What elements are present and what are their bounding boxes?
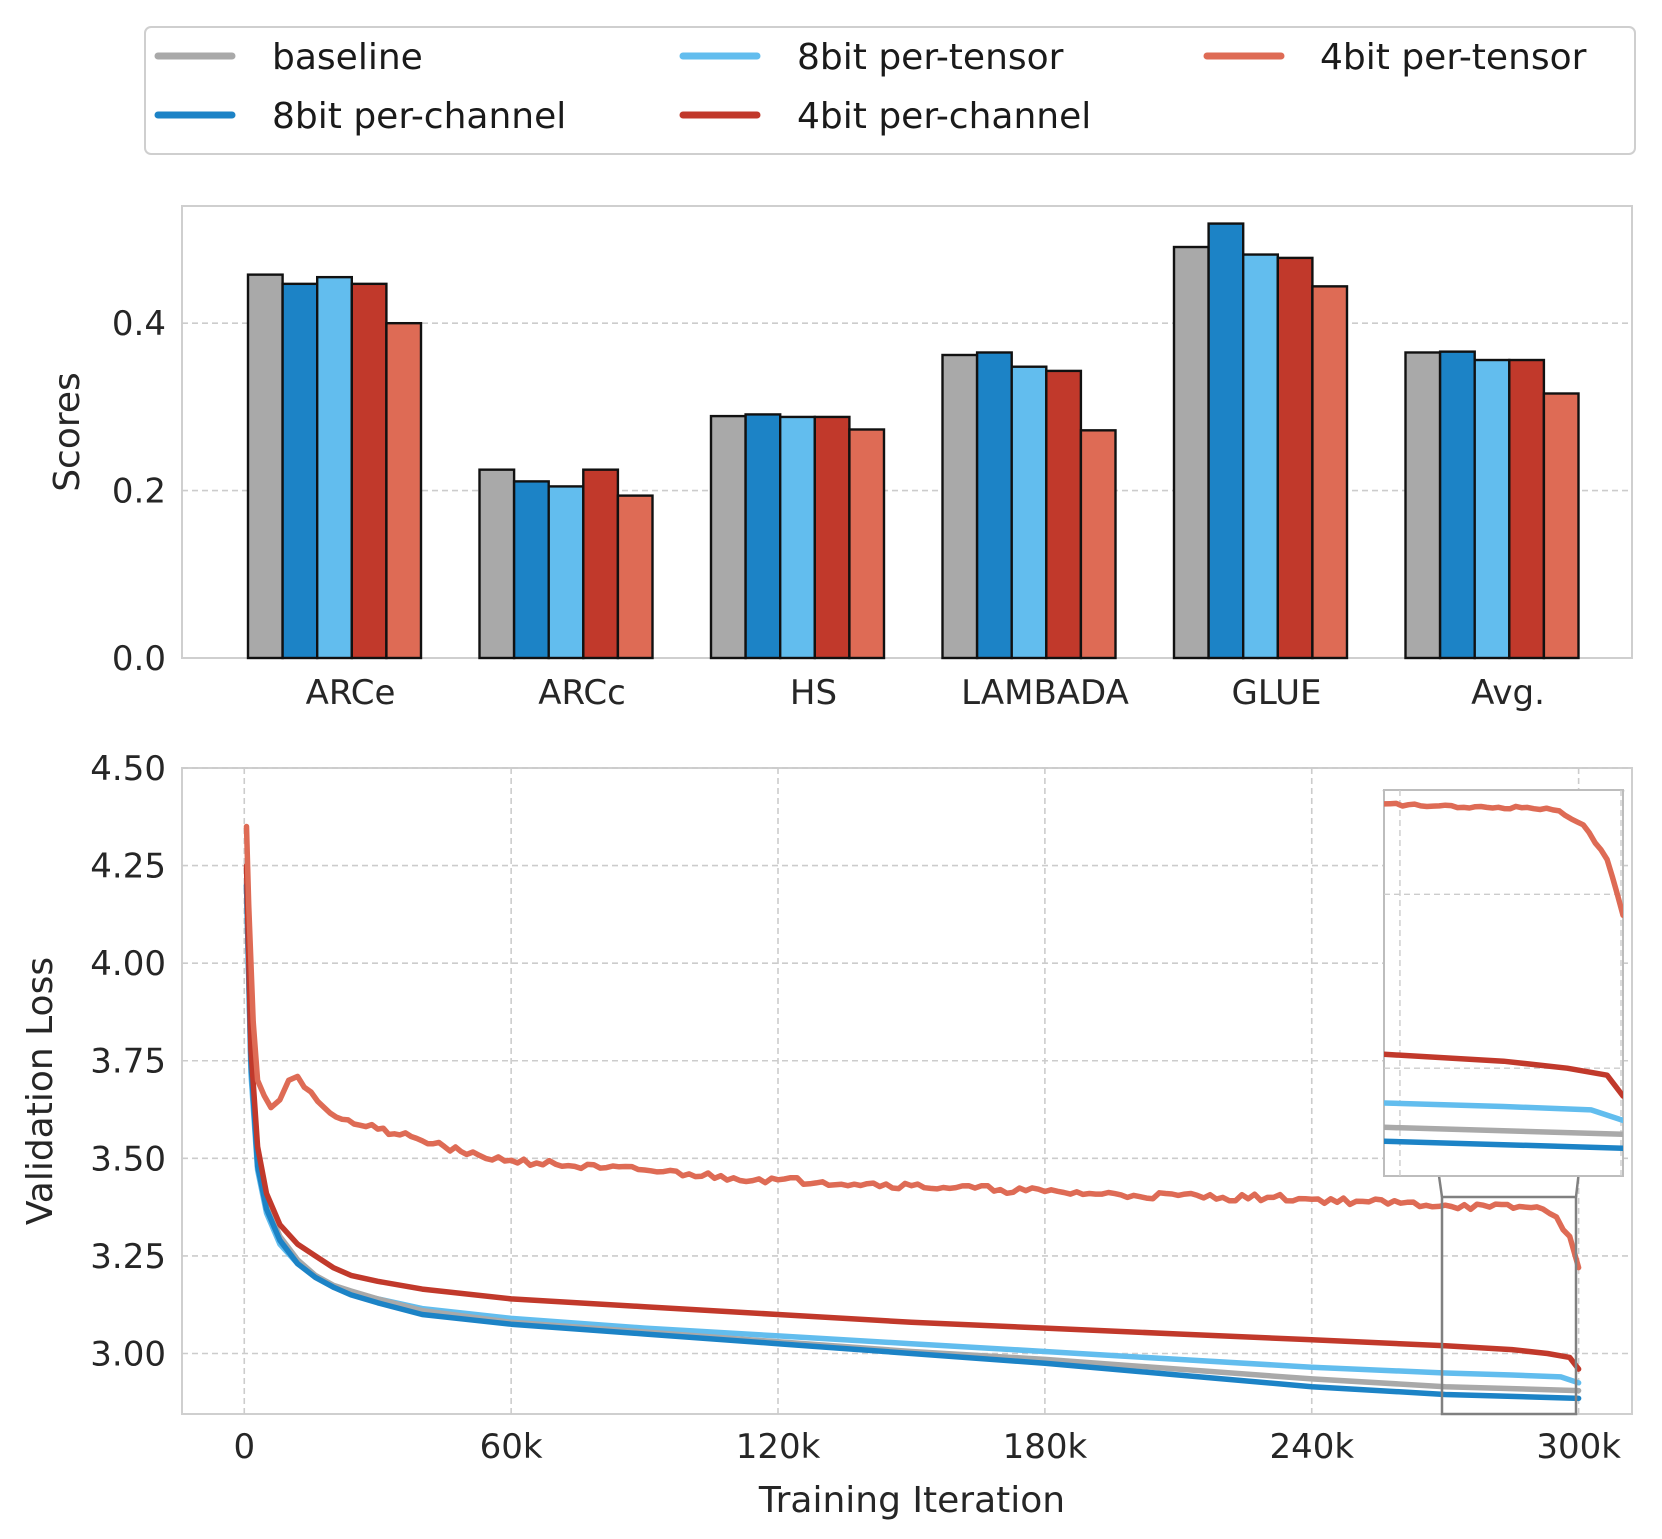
bar-chart-frame bbox=[181, 205, 1633, 659]
bar-xtick-label-hs: HS bbox=[790, 673, 837, 713]
bar-4bit-per-channel-lambada bbox=[1045, 369, 1083, 660]
bar-4bit-per-tensor-glue bbox=[1311, 285, 1349, 660]
bar-8bit-per-tensor-arce bbox=[316, 275, 354, 660]
bar-8bit-per-channel-lambada bbox=[975, 351, 1013, 660]
bar-8bit-per-tensor-glue bbox=[1241, 253, 1279, 660]
bar-8bit-per-channel-avg bbox=[1438, 350, 1476, 660]
bar-baseline-glue bbox=[1172, 245, 1210, 660]
bar-xtick-label-lambada: LAMBADA bbox=[961, 673, 1129, 713]
bar-chart-y-ticks: 0.0 0.2 0.4 bbox=[112, 304, 166, 679]
line-ytick-label: 3.75 bbox=[90, 1042, 166, 1082]
line-series-4bit-per-channel bbox=[243, 862, 1582, 1372]
bar-8bit-per-channel-hs bbox=[744, 413, 782, 660]
line-chart-xlabel: Training Iteration bbox=[758, 1480, 1065, 1521]
line-ytick-label: 4.25 bbox=[90, 847, 166, 887]
bar-chart-bars bbox=[246, 222, 1580, 660]
bar-4bit-per-channel-hs bbox=[813, 415, 851, 660]
inset-gridlines bbox=[1384, 790, 1623, 1176]
bar-xtick-label-arce: ARCe bbox=[306, 673, 396, 713]
legend-label-8bit-per-tensor: 8bit per-tensor bbox=[797, 37, 1064, 78]
bar-chart-x-ticks: ARCe ARCc HS LAMBADA GLUE Avg. bbox=[306, 673, 1545, 713]
line-ytick-label: 3.50 bbox=[90, 1139, 166, 1179]
bar-4bit-per-tensor-hs bbox=[848, 428, 886, 660]
line-series-4bit-per-tensor bbox=[243, 823, 1582, 1271]
bar-4bit-per-tensor-arcc bbox=[616, 494, 654, 660]
line-chart-ylabel: Validation Loss bbox=[20, 957, 61, 1225]
line-ytick-label: 4.00 bbox=[90, 944, 166, 984]
line-series-8bit-per-channel bbox=[243, 882, 1582, 1402]
line-xtick-label: 180k bbox=[1003, 1427, 1088, 1467]
bar-8bit-per-tensor-arcc bbox=[547, 485, 585, 660]
bar-4bit-per-channel-avg bbox=[1508, 358, 1546, 660]
inset-series-8bit-per-channel bbox=[1384, 1138, 1623, 1151]
zoom-region-box bbox=[1440, 1195, 1578, 1416]
bar-8bit-per-tensor-lambada bbox=[1010, 365, 1048, 660]
bar-ytick-label: 0.2 bbox=[112, 472, 166, 512]
line-xtick-label: 0 bbox=[233, 1427, 255, 1467]
bar-ytick-label: 0.4 bbox=[112, 304, 166, 344]
bar-4bit-per-tensor-arce bbox=[385, 321, 423, 660]
inset-series bbox=[1384, 800, 1623, 1151]
bar-chart: 0.0 0.2 0.4 ARCe ARCc HS LAMBADA GLUE Avg. Scor… bbox=[47, 205, 1633, 713]
inset-series-8bit-per-tensor bbox=[1384, 1100, 1623, 1124]
bar-ytick-label: 0.0 bbox=[112, 639, 166, 679]
bar-8bit-per-tensor-hs bbox=[779, 415, 817, 660]
line-ytick-label: 4.50 bbox=[90, 749, 166, 789]
bar-baseline-hs bbox=[709, 414, 747, 660]
bar-4bit-per-channel-arcc bbox=[582, 468, 620, 660]
line-xtick-label: 120k bbox=[736, 1427, 821, 1467]
bar-4bit-per-tensor-lambada bbox=[1079, 429, 1117, 660]
line-xtick-label: 240k bbox=[1269, 1427, 1354, 1467]
bar-baseline-avg bbox=[1404, 351, 1442, 660]
bar-4bit-per-tensor-avg bbox=[1542, 392, 1580, 660]
bar-xtick-label-glue: GLUE bbox=[1232, 673, 1322, 713]
inset-frame bbox=[1383, 789, 1624, 1177]
inset-series-4bit-per-channel bbox=[1384, 1051, 1623, 1099]
bar-8bit-per-tensor-avg bbox=[1473, 358, 1511, 660]
inset-chart bbox=[1383, 789, 1624, 1177]
line-xtick-label: 300k bbox=[1536, 1427, 1621, 1467]
bar-chart-ylabel: Scores bbox=[47, 372, 88, 492]
bar-chart-gridlines bbox=[182, 322, 1632, 492]
inset-series-baseline bbox=[1384, 1124, 1623, 1138]
bar-baseline-lambada bbox=[941, 353, 979, 660]
line-chart-series bbox=[243, 823, 1582, 1402]
bar-baseline-arce bbox=[246, 273, 284, 660]
line-ytick-label: 3.00 bbox=[90, 1334, 166, 1374]
line-chart-y-ticks: 3.00 3.25 3.50 3.75 4.00 4.25 4.50 bbox=[90, 749, 166, 1374]
legend-label-8bit-per-channel: 8bit per-channel bbox=[272, 96, 566, 137]
bar-4bit-per-channel-glue bbox=[1276, 256, 1314, 660]
legend-label-baseline: baseline bbox=[272, 37, 423, 78]
legend-label-4bit-per-tensor: 4bit per-tensor bbox=[1320, 37, 1587, 78]
line-chart-gridlines bbox=[182, 767, 1632, 1414]
line-chart: 3.00 3.25 3.50 3.75 4.00 4.25 4.50 0 60k 120k 180… bbox=[20, 749, 1633, 1521]
line-xtick-label: 60k bbox=[480, 1427, 543, 1467]
legend: baseline 8bit per-tensor 4bit per-tensor… bbox=[144, 26, 1636, 155]
bar-xtick-label-arcc: ARCc bbox=[538, 673, 626, 713]
bar-8bit-per-channel-arce bbox=[281, 282, 319, 660]
bar-8bit-per-channel-glue bbox=[1207, 222, 1245, 660]
inset-series-4bit-per-tensor bbox=[1384, 800, 1623, 918]
bar-baseline-arcc bbox=[478, 468, 516, 660]
line-chart-x-ticks: 0 60k 120k 180k 240k 300k bbox=[233, 1427, 1621, 1467]
legend-label-4bit-per-channel: 4bit per-channel bbox=[797, 96, 1091, 137]
bar-xtick-label-avg: Avg. bbox=[1471, 673, 1545, 713]
bar-4bit-per-channel-arce bbox=[350, 282, 388, 660]
line-ytick-label: 3.25 bbox=[90, 1237, 166, 1277]
bar-8bit-per-channel-arcc bbox=[512, 480, 550, 660]
